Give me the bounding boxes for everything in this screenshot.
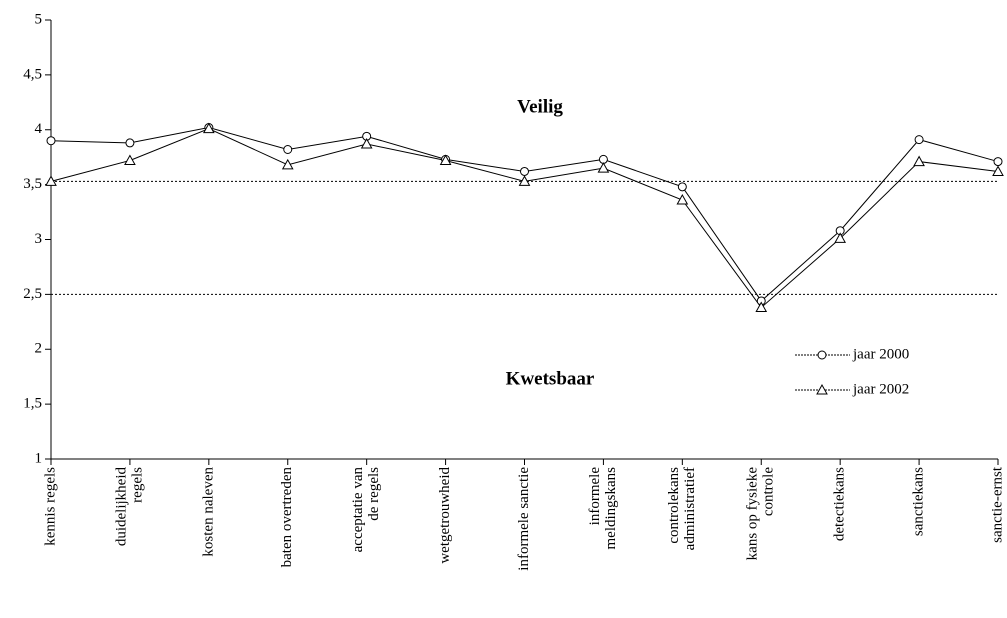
series-line bbox=[50, 128, 999, 309]
marker bbox=[676, 193, 689, 205]
y-tick-label: 4 bbox=[35, 121, 43, 137]
marker bbox=[755, 301, 768, 313]
y-tick-label: 3,5 bbox=[23, 176, 42, 192]
x-tick-label: informele sanctie bbox=[516, 467, 532, 571]
x-tick-label: kosten naleven bbox=[200, 467, 216, 557]
marker bbox=[202, 122, 215, 134]
x-tick-label: administratief bbox=[682, 467, 698, 550]
x-tick-label: controle bbox=[761, 467, 777, 516]
x-tick-label: detectiekans bbox=[832, 467, 848, 541]
marker bbox=[281, 158, 294, 170]
y-tick-label: 1,5 bbox=[23, 396, 42, 412]
marker bbox=[124, 154, 136, 165]
marker bbox=[125, 138, 135, 148]
marker bbox=[913, 155, 925, 167]
x-tick-label: informele bbox=[587, 467, 603, 526]
marker bbox=[45, 175, 57, 186]
x-tick-label: meldingskans bbox=[603, 467, 619, 550]
x-tick-label: wetgetrouwheid bbox=[437, 467, 453, 564]
y-tick-label: 4,5 bbox=[23, 66, 42, 82]
marker bbox=[283, 145, 293, 155]
y-tick-label: 2,5 bbox=[23, 286, 42, 302]
marker bbox=[817, 350, 827, 360]
marker bbox=[816, 383, 828, 395]
y-tick-label: 2 bbox=[35, 341, 43, 357]
legend-label: jaar 2002 bbox=[852, 381, 909, 397]
marker bbox=[993, 157, 1003, 167]
marker bbox=[677, 182, 687, 192]
marker bbox=[914, 135, 924, 145]
x-tick-label: baten overtreden bbox=[279, 467, 295, 568]
marker bbox=[597, 162, 610, 173]
marker bbox=[46, 136, 56, 146]
x-tick-label: kennis regels bbox=[42, 467, 58, 546]
marker bbox=[439, 154, 452, 165]
x-tick-label: duidelijkheid bbox=[113, 467, 129, 547]
x-tick-label: kans op fysieke bbox=[745, 467, 761, 561]
x-tick-label: sanctiekans bbox=[911, 467, 927, 536]
marker bbox=[834, 232, 847, 243]
annotation: Veilig bbox=[517, 96, 563, 117]
annotation: Kwetsbaar bbox=[506, 368, 595, 389]
marker bbox=[360, 137, 373, 149]
x-tick-label: acceptatie van bbox=[350, 467, 366, 553]
legend-label: jaar 2000 bbox=[852, 346, 909, 362]
series-line bbox=[50, 127, 999, 302]
marker bbox=[520, 166, 529, 176]
y-tick-label: 1 bbox=[35, 450, 43, 466]
y-tick-label: 5 bbox=[35, 11, 43, 27]
x-tick-label: sanctie-ernst bbox=[989, 466, 1005, 543]
marker bbox=[992, 165, 1004, 176]
x-tick-label: de regels bbox=[366, 467, 382, 521]
marker bbox=[518, 175, 531, 186]
x-tick-label: regels bbox=[129, 467, 145, 503]
y-tick-label: 3 bbox=[35, 231, 43, 247]
x-tick-label: controlekans bbox=[666, 467, 682, 544]
